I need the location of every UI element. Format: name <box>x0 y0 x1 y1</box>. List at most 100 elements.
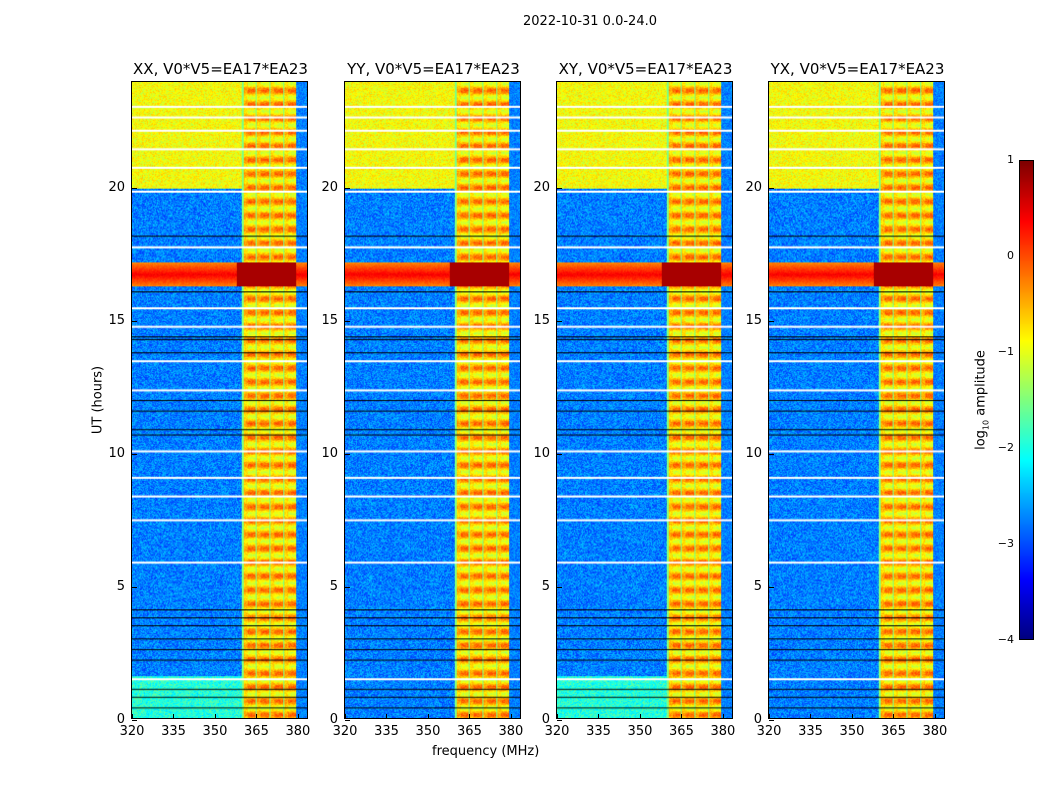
y-tick-label: 20 <box>745 180 762 196</box>
x-tick-label: 380 <box>710 724 736 739</box>
y-tick-label: 20 <box>108 180 125 196</box>
y-tick-label: 15 <box>108 313 125 329</box>
x-tick-label: 335 <box>798 724 823 739</box>
x-tick-label: 350 <box>627 724 653 739</box>
x-tick-mark <box>173 714 175 719</box>
y-tick-mark <box>769 188 774 190</box>
y-tick-mark <box>345 587 350 589</box>
colorbar-tick-label: −4 <box>997 633 1014 646</box>
y-tick-mark <box>345 454 350 456</box>
x-tick-mark <box>256 714 258 719</box>
x-tick-label: 320 <box>756 724 782 739</box>
x-tick-label: 320 <box>332 724 358 739</box>
y-tick-label: 5 <box>541 579 550 595</box>
x-tick-label: 350 <box>415 724 441 739</box>
x-tick-mark <box>557 714 558 719</box>
y-tick-label: 5 <box>116 579 125 595</box>
x-tick-mark <box>810 714 812 719</box>
x-tick-label: 380 <box>498 724 524 739</box>
y-tick-mark <box>557 454 562 456</box>
x-tick-mark <box>469 714 471 719</box>
x-tick-label: 320 <box>119 724 145 739</box>
y-tick-mark <box>557 720 562 721</box>
colorbar-tick-label: 1 <box>1007 153 1014 166</box>
colorbar <box>1019 160 1034 640</box>
y-tick-label: 20 <box>533 180 550 196</box>
x-tick-mark <box>639 714 641 719</box>
x-tick-label: 335 <box>161 724 186 739</box>
colorbar-label: log10 amplitude <box>973 350 991 450</box>
x-tick-mark <box>297 714 299 719</box>
x-tick-mark <box>934 714 936 719</box>
y-axis-label: UT (hours) <box>90 365 106 435</box>
y-tick-label: 5 <box>329 579 338 595</box>
panel-title: XX, V0*V5=EA17*EA23 <box>133 60 308 78</box>
y-tick-mark <box>557 321 562 323</box>
x-tick-label: 335 <box>586 724 611 739</box>
y-tick-label: 0 <box>329 712 338 727</box>
y-tick-label: 10 <box>745 446 762 462</box>
waterfall-panel-xy: XY, V0*V5=EA17*EA23 320 335 350 365 380 0 5 10 15… <box>533 60 735 739</box>
y-tick-mark <box>345 321 350 323</box>
y-tick-label: 15 <box>745 313 762 329</box>
y-tick-mark <box>132 188 137 190</box>
x-tick-mark <box>510 714 512 719</box>
x-tick-mark <box>893 714 895 719</box>
x-tick-label: 350 <box>839 724 865 739</box>
x-tick-label: 320 <box>544 724 570 739</box>
x-tick-label: 365 <box>669 724 694 739</box>
x-tick-label: 365 <box>457 724 482 739</box>
x-tick-mark <box>769 714 770 719</box>
y-tick-label: 10 <box>533 446 550 462</box>
y-tick-mark <box>345 720 350 721</box>
x-tick-label: 380 <box>922 724 948 739</box>
x-tick-mark <box>851 714 853 719</box>
y-tick-mark <box>557 188 562 190</box>
y-tick-label: 0 <box>541 712 550 727</box>
colorbar-tick-label: −2 <box>997 441 1014 454</box>
x-tick-label: 350 <box>202 724 228 739</box>
x-tick-mark <box>214 714 216 719</box>
heatmap <box>132 82 307 718</box>
y-tick-label: 10 <box>108 446 125 462</box>
y-tick-label: 0 <box>753 712 762 727</box>
y-tick-label: 15 <box>533 313 550 329</box>
y-tick-mark <box>345 188 350 190</box>
x-tick-mark <box>598 714 600 719</box>
colorbar-tick-label: −3 <box>997 537 1014 550</box>
waterfall-panel-yx: YX, V0*V5=EA17*EA23 320 335 350 365 380 0 5 10 15… <box>745 60 947 739</box>
y-tick-mark <box>557 587 562 589</box>
y-tick-label: 0 <box>116 712 125 727</box>
y-tick-mark <box>132 720 137 721</box>
waterfall-panel-xx: XX, V0*V5=EA17*EA23 320 335 350 365 380 0 5 10 15… <box>108 60 310 739</box>
panel-title: YX, V0*V5=EA17*EA23 <box>770 60 945 78</box>
heatmap <box>345 82 520 718</box>
x-tick-label: 335 <box>374 724 399 739</box>
x-tick-label: 380 <box>285 724 311 739</box>
y-tick-label: 15 <box>321 313 338 329</box>
x-tick-mark <box>722 714 724 719</box>
x-tick-mark <box>386 714 388 719</box>
y-tick-label: 20 <box>321 180 338 196</box>
figure-title: 2022-10-31 0.0-24.0 <box>523 14 657 29</box>
x-tick-label: 365 <box>244 724 269 739</box>
x-tick-mark <box>427 714 429 719</box>
x-tick-mark <box>132 714 133 719</box>
panel-title: YY, V0*V5=EA17*EA23 <box>347 60 520 78</box>
y-tick-label: 5 <box>753 579 762 595</box>
heatmap <box>769 82 944 718</box>
colorbar-tick-label: −1 <box>997 345 1014 358</box>
y-tick-mark <box>769 454 774 456</box>
x-tick-mark <box>345 714 346 719</box>
x-tick-mark <box>681 714 683 719</box>
y-tick-mark <box>132 321 137 323</box>
y-tick-label: 10 <box>321 446 338 462</box>
y-tick-mark <box>132 587 137 589</box>
y-tick-mark <box>769 720 774 721</box>
x-axis-label: frequency (MHz) <box>432 744 540 759</box>
panel-title: XY, V0*V5=EA17*EA23 <box>558 60 733 78</box>
waterfall-panel-yy: YY, V0*V5=EA17*EA23 320 335 350 365 380 0 5 10 15… <box>321 60 523 739</box>
y-tick-mark <box>132 454 137 456</box>
x-tick-label: 365 <box>881 724 906 739</box>
